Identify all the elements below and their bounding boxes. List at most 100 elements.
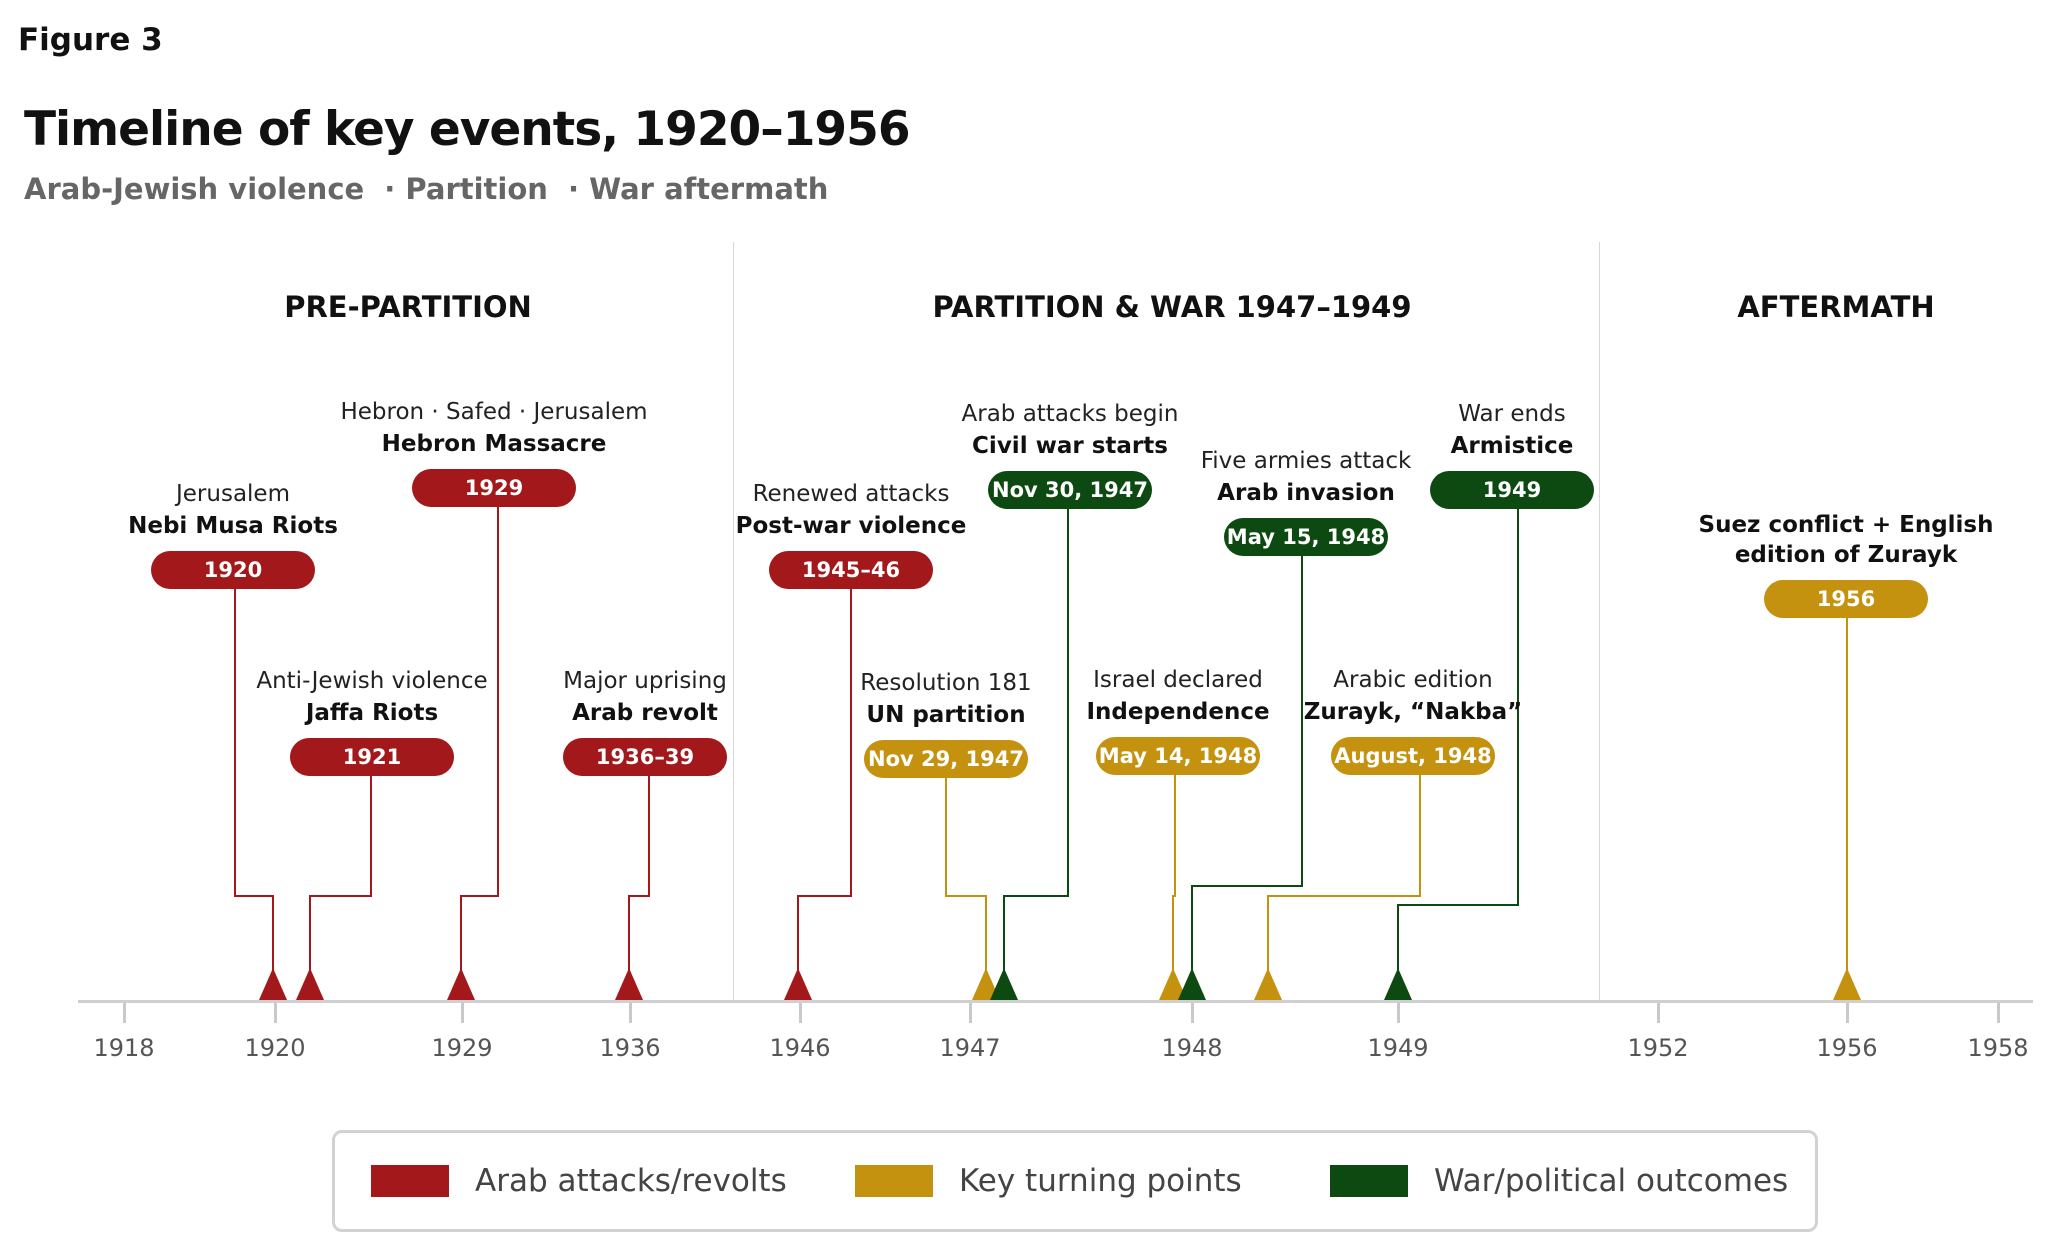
event-description: Israel declared — [1093, 667, 1263, 693]
event-date-badge: May 15, 1948 — [1224, 518, 1388, 556]
legend-swatch-red — [371, 1165, 449, 1197]
section-divider-1 — [733, 242, 734, 1002]
section-header-partition-war: PARTITION & WAR 1947–1949 — [932, 290, 1412, 324]
axis-tick — [799, 1003, 802, 1023]
axis-tick — [1657, 1003, 1660, 1023]
subtitle-part-aftermath: · War aftermath — [568, 172, 829, 206]
event-description: Major uprising — [563, 668, 727, 694]
event-connector — [309, 776, 372, 978]
axis-tick-label: 1918 — [93, 1034, 155, 1062]
legend-label: War/political outcomes — [1434, 1163, 1789, 1199]
axis-tick-label: 1956 — [1816, 1034, 1878, 1062]
event-description: Arabic edition — [1333, 667, 1493, 693]
axis-tick — [274, 1003, 277, 1023]
axis-tick-label: 1936 — [599, 1034, 661, 1062]
event-connector — [628, 776, 650, 978]
event-marker — [990, 968, 1018, 1000]
subtitle-part-partition: · Partition — [384, 172, 548, 206]
section-header-aftermath: AFTERMATH — [1737, 290, 1935, 324]
legend-item-turning-points: Key turning points — [855, 1163, 1242, 1199]
event-marker — [1384, 968, 1412, 1000]
axis-tick-label: 1958 — [1967, 1034, 2029, 1062]
event-date-badge: 1949 — [1430, 471, 1594, 509]
event-name: Armistice — [1450, 433, 1574, 459]
axis-tick-label: 1948 — [1161, 1034, 1223, 1062]
event-description: Five armies attack — [1200, 448, 1412, 474]
event-connector — [1003, 509, 1069, 978]
event-name: Zurayk, “Nakba” — [1303, 699, 1523, 725]
axis-tick — [123, 1003, 126, 1023]
subtitle-part-violence: Arab-Jewish violence — [24, 172, 365, 206]
event-connector — [1397, 509, 1519, 978]
event-date-badge: Nov 29, 1947 — [864, 740, 1028, 778]
event-description: Arab attacks begin — [961, 401, 1179, 427]
event-date-badge: Nov 30, 1947 — [988, 471, 1152, 509]
event-marker — [447, 968, 475, 1000]
event-date-badge: 1921 — [290, 738, 454, 776]
event-connector — [945, 778, 987, 978]
event-connector — [797, 589, 852, 978]
event-marker — [259, 968, 287, 1000]
chart-subtitle: Arab-Jewish violence · Partition · War a… — [24, 172, 838, 206]
timeline-axis — [78, 1000, 2033, 1003]
event-description: Hebron · Safed · Jerusalem — [340, 399, 648, 425]
axis-tick-label: 1929 — [431, 1034, 493, 1062]
event-marker — [1254, 968, 1282, 1000]
event-marker — [1178, 968, 1206, 1000]
event-date-badge: May 14, 1948 — [1096, 737, 1260, 775]
event-name: Jaffa Riots — [305, 700, 439, 726]
event-name: Civil war starts — [972, 433, 1168, 459]
event-marker — [615, 968, 643, 1000]
event-date-badge: 1929 — [412, 469, 576, 507]
figure-label: Figure 3 — [18, 22, 163, 58]
event-marker — [1833, 968, 1861, 1000]
event-description: Jerusalem — [176, 481, 290, 507]
event-name: Arab invasion — [1217, 480, 1395, 506]
event-description: Renewed attacks — [752, 481, 950, 507]
event-name: Suez conflict + English edition of Zuray… — [1698, 512, 1994, 568]
event-marker — [972, 968, 1000, 1000]
event-name: Arab revolt — [572, 700, 718, 726]
axis-tick — [1997, 1003, 2000, 1023]
event-date-badge: 1920 — [151, 551, 315, 589]
event-connector — [1191, 556, 1303, 978]
axis-tick — [1846, 1003, 1849, 1023]
axis-tick-label: 1920 — [244, 1034, 306, 1062]
event-description: War ends — [1458, 401, 1566, 427]
event-description: Anti-Jewish violence — [256, 668, 488, 694]
event-date-badge: 1936–39 — [563, 738, 727, 776]
legend-swatch-gold — [855, 1165, 933, 1197]
event-connector — [460, 507, 499, 978]
event-name: Post-war violence — [735, 513, 967, 539]
event-date-badge: August, 1948 — [1331, 737, 1495, 775]
event-marker — [784, 968, 812, 1000]
legend-swatch-green — [1330, 1165, 1408, 1197]
event-connector — [1172, 775, 1176, 978]
section-header-pre-partition: PRE-PARTITION — [284, 290, 532, 324]
event-name: UN partition — [866, 702, 1026, 728]
axis-tick-label: 1952 — [1627, 1034, 1689, 1062]
axis-tick — [1397, 1003, 1400, 1023]
axis-tick — [969, 1003, 972, 1023]
event-date-badge: 1956 — [1764, 580, 1928, 618]
legend-item-arab-attacks: Arab attacks/revolts — [371, 1163, 787, 1199]
event-marker — [1159, 968, 1187, 1000]
chart-title: Timeline of key events, 1920–1956 — [24, 102, 911, 157]
event-marker — [296, 968, 324, 1000]
axis-tick — [629, 1003, 632, 1023]
legend-item-war-outcomes: War/political outcomes — [1330, 1163, 1788, 1199]
event-connector — [234, 589, 274, 978]
event-name: Independence — [1086, 699, 1270, 725]
axis-tick-label: 1949 — [1367, 1034, 1429, 1062]
axis-tick — [1191, 1003, 1194, 1023]
event-connector — [1267, 775, 1421, 978]
legend-label: Arab attacks/revolts — [475, 1163, 787, 1199]
legend-label: Key turning points — [959, 1163, 1242, 1199]
event-name: Hebron Massacre — [381, 431, 607, 457]
axis-tick-label: 1947 — [939, 1034, 1001, 1062]
event-description: Resolution 181 — [860, 670, 1032, 696]
section-divider-2 — [1599, 242, 1600, 1002]
axis-tick — [461, 1003, 464, 1023]
event-date-badge: 1945–46 — [769, 551, 933, 589]
